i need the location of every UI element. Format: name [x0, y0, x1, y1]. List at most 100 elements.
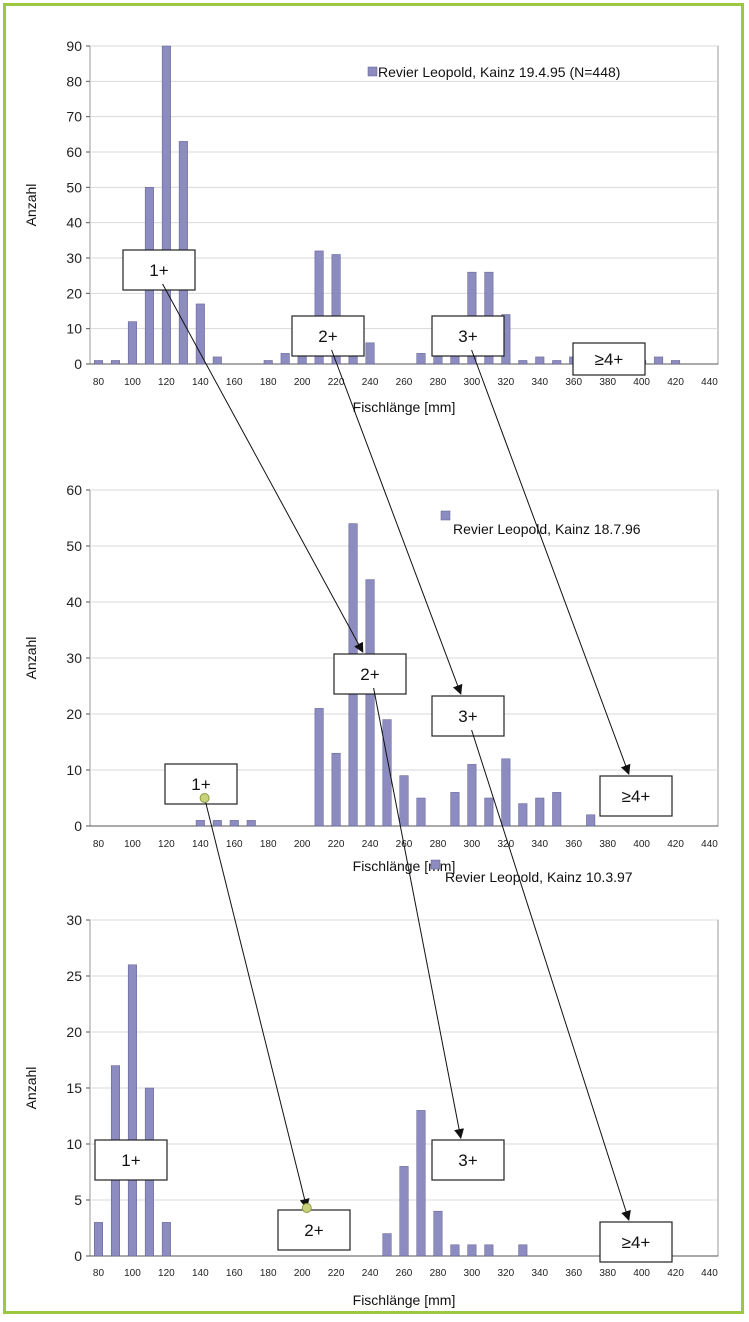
- y-tick-label: 10: [66, 762, 82, 778]
- plot-area: [89, 45, 719, 365]
- age-class-label: 2+: [318, 327, 337, 346]
- bar: [382, 1233, 392, 1257]
- x-tick-label: 100: [124, 1268, 141, 1279]
- y-axis-label: Anzahl: [23, 184, 39, 227]
- legend-label: Revier Leopold, Kainz 19.4.95 (N=448): [378, 64, 620, 80]
- age-class-label: 2+: [304, 1221, 323, 1240]
- legend-label: Revier Leopold, Kainz 10.3.97: [445, 869, 633, 885]
- y-tick-label: 20: [66, 1024, 82, 1040]
- bar: [518, 803, 528, 827]
- age-class-label: 3+: [458, 707, 477, 726]
- bar: [552, 360, 562, 365]
- bar: [416, 797, 426, 827]
- x-tick-label: 180: [260, 377, 277, 388]
- y-tick-label: 60: [66, 144, 82, 160]
- x-tick-label: 440: [701, 377, 718, 388]
- x-tick-label: 280: [430, 377, 447, 388]
- bar: [331, 752, 341, 827]
- x-tick-label: 400: [633, 839, 650, 850]
- x-tick-label: 100: [124, 839, 141, 850]
- y-tick-label: 20: [66, 706, 82, 722]
- bar: [212, 356, 222, 365]
- bar: [399, 1166, 409, 1257]
- x-tick-label: 320: [497, 377, 514, 388]
- cohort-arrow: [471, 349, 631, 775]
- y-tick-label: 50: [66, 538, 82, 554]
- bar: [212, 820, 222, 827]
- bar: [450, 792, 460, 827]
- y-tick-label: 50: [66, 179, 82, 195]
- bar: [671, 360, 681, 365]
- x-tick-label: 120: [158, 377, 175, 388]
- age-class-box: [94, 1139, 168, 1181]
- x-tick-label: 180: [260, 839, 277, 850]
- y-tick-label: 0: [74, 356, 82, 372]
- x-tick-label: 220: [328, 1268, 345, 1279]
- x-tick-label: 200: [294, 1268, 311, 1279]
- x-tick-label: 80: [93, 839, 105, 850]
- bar: [229, 820, 239, 827]
- age-class-box: [599, 1221, 673, 1263]
- y-tick-label: 70: [66, 109, 82, 125]
- age-class-box: [431, 695, 505, 737]
- age-class-box: [572, 342, 646, 376]
- legend-swatch: [430, 859, 441, 870]
- bar: [314, 250, 324, 365]
- age-class-box: [277, 1209, 351, 1251]
- bar: [501, 758, 511, 827]
- bar: [518, 360, 528, 365]
- x-tick-label: 220: [328, 839, 345, 850]
- bar: [365, 579, 375, 827]
- age-class-label: 1+: [191, 775, 210, 794]
- bar: [399, 775, 409, 827]
- x-tick-label: 360: [565, 377, 582, 388]
- age-class-label: ≥4+: [622, 1233, 651, 1252]
- bar: [518, 1244, 528, 1257]
- bar: [382, 719, 392, 827]
- x-tick-label: 180: [260, 1268, 277, 1279]
- bar: [110, 360, 120, 365]
- bar: [467, 764, 477, 827]
- x-tick-label: 80: [93, 1268, 105, 1279]
- bar: [161, 1222, 171, 1257]
- x-tick-label: 80: [93, 377, 105, 388]
- bar: [586, 814, 596, 827]
- bar: [93, 360, 103, 365]
- x-tick-label: 400: [633, 377, 650, 388]
- x-tick-label: 320: [497, 839, 514, 850]
- age-class-label: ≥4+: [595, 350, 624, 369]
- y-tick-label: 60: [66, 482, 82, 498]
- x-tick-label: 360: [565, 839, 582, 850]
- x-tick-label: 320: [497, 1268, 514, 1279]
- age-class-label: ≥4+: [622, 787, 651, 806]
- age-class-box: [291, 315, 365, 357]
- x-tick-label: 260: [396, 1268, 413, 1279]
- x-tick-label: 300: [464, 1268, 481, 1279]
- y-tick-label: 20: [66, 285, 82, 301]
- x-tick-label: 140: [192, 839, 209, 850]
- x-axis-label: Fischlänge [mm]: [353, 399, 456, 415]
- y-tick-label: 40: [66, 215, 82, 231]
- age-class-label: 1+: [121, 1151, 140, 1170]
- bar: [535, 797, 545, 827]
- cohort-arrow: [204, 797, 310, 1209]
- bar: [535, 356, 545, 365]
- bar: [484, 797, 494, 827]
- x-tick-label: 160: [226, 1268, 243, 1279]
- x-tick-label: 120: [158, 839, 175, 850]
- cohort-arrow: [331, 349, 463, 695]
- legend-swatch: [367, 66, 378, 77]
- x-tick-label: 200: [294, 839, 311, 850]
- x-tick-label: 200: [294, 377, 311, 388]
- x-tick-label: 300: [464, 377, 481, 388]
- x-tick-label: 260: [396, 377, 413, 388]
- y-tick-label: 0: [74, 1248, 82, 1264]
- x-tick-label: 240: [362, 839, 379, 850]
- x-tick-label: 160: [226, 377, 243, 388]
- bar: [416, 353, 426, 365]
- x-tick-label: 360: [565, 1268, 582, 1279]
- x-tick-label: 380: [599, 1268, 616, 1279]
- x-tick-label: 420: [667, 1268, 684, 1279]
